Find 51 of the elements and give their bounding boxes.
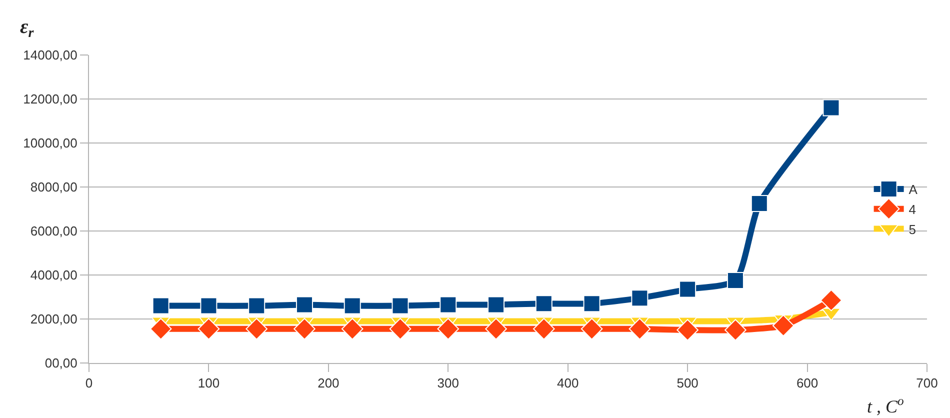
- point: [676, 319, 698, 341]
- x-tick-label: 600: [796, 376, 818, 391]
- point: [772, 314, 794, 336]
- point: [341, 318, 364, 340]
- point: [246, 318, 268, 340]
- point: [679, 280, 696, 298]
- y-tick-label: 12000,00: [23, 92, 78, 107]
- legend-label: 5: [908, 222, 916, 237]
- point: [392, 297, 409, 314]
- point: [296, 296, 313, 314]
- y-axis-title: ε$_{r}$: [20, 16, 34, 42]
- point: [724, 319, 746, 341]
- point: [344, 297, 361, 314]
- point: [535, 295, 552, 312]
- point: [437, 318, 460, 340]
- point: [580, 318, 603, 340]
- y-tick-label: 00,00: [44, 356, 78, 371]
- y-tick-label: 4000,00: [30, 268, 78, 283]
- point: [533, 318, 555, 340]
- x-tick-label: 700: [916, 376, 938, 391]
- point: [750, 195, 768, 212]
- point: [294, 318, 316, 340]
- point: [389, 318, 412, 340]
- point: [198, 318, 220, 340]
- point: [631, 290, 648, 307]
- x-tick-label: 100: [198, 376, 220, 391]
- legend-label: A: [908, 182, 918, 198]
- point: [200, 297, 218, 314]
- x-tick-label: 400: [557, 376, 579, 391]
- x-tick-label: 200: [318, 376, 340, 391]
- point: [150, 318, 172, 340]
- point: [152, 297, 170, 314]
- y-tick-label: 14000,00: [23, 48, 78, 63]
- point: [488, 296, 505, 314]
- x-axis-title: t , C$^{o}$: [867, 394, 904, 417]
- point: [248, 297, 266, 314]
- x-tick-label: 500: [676, 376, 698, 391]
- point: [822, 99, 840, 116]
- point: [440, 296, 457, 314]
- y-tick-label: 2000,00: [30, 312, 78, 327]
- point: [485, 318, 507, 340]
- point: [726, 272, 744, 289]
- y-tick-label: 10000,00: [23, 136, 78, 151]
- y-tick-label: 8000,00: [30, 180, 78, 195]
- x-tick-label: 300: [437, 376, 459, 391]
- x-tick-label: 0: [85, 376, 93, 391]
- legend-label: 4: [908, 202, 916, 217]
- point: [583, 295, 600, 312]
- point: [628, 318, 651, 340]
- y-tick-label: 6000,00: [30, 224, 78, 239]
- point: [820, 289, 842, 312]
